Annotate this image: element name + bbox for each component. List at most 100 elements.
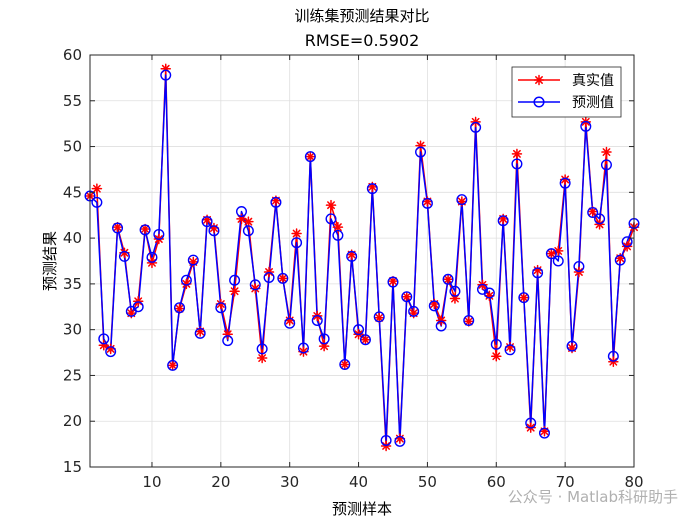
data-point-actual	[601, 146, 612, 158]
data-point-predicted	[201, 216, 213, 228]
data-point-predicted	[490, 338, 502, 350]
data-point-predicted	[456, 194, 468, 206]
x-tick-label: 50	[418, 473, 437, 491]
legend-label-predicted: 预测值	[572, 95, 614, 111]
data-point-predicted	[174, 302, 186, 314]
data-point-predicted	[332, 229, 344, 241]
data-point-predicted	[477, 283, 489, 295]
data-point-predicted	[91, 196, 103, 208]
data-point-predicted	[277, 272, 289, 284]
data-point-predicted	[270, 196, 282, 208]
data-point-predicted	[297, 342, 309, 354]
data-point-predicted	[594, 213, 606, 225]
data-point-predicted	[504, 344, 516, 356]
data-point-predicted	[518, 292, 530, 304]
y-tick-label: 45	[63, 183, 82, 201]
x-tick-label: 70	[556, 473, 575, 491]
data-point-actual	[256, 352, 268, 364]
data-point-predicted	[160, 69, 172, 81]
data-point-predicted	[359, 334, 371, 346]
data-point-predicted	[538, 427, 550, 439]
data-point-predicted	[180, 274, 192, 286]
data-point-actual	[139, 223, 151, 235]
data-point-predicted	[532, 267, 544, 279]
data-point-actual	[360, 334, 371, 345]
data-point-predicted	[545, 248, 557, 260]
y-tick-label: 60	[63, 46, 82, 64]
data-point-predicted	[470, 121, 482, 133]
watermark: 公众号 · Matlab科研助手	[507, 488, 678, 506]
data-point-predicted	[566, 340, 578, 352]
data-point-predicted	[525, 417, 537, 429]
data-point-predicted	[483, 287, 495, 299]
data-point-predicted	[442, 273, 454, 285]
chart-title: 训练集预测结果对比	[294, 7, 429, 25]
x-axis-label: 预测样本	[332, 500, 392, 518]
data-point-actual	[243, 216, 254, 227]
data-point-actual	[373, 312, 385, 324]
chart-subtitle: RMSE=0.5902	[305, 31, 420, 50]
data-point-predicted	[373, 311, 385, 323]
x-tick-label: 10	[142, 473, 161, 491]
data-point-predicted	[366, 183, 378, 195]
data-point-predicted	[600, 159, 612, 171]
data-point-predicted	[318, 333, 330, 345]
data-point-predicted	[222, 335, 234, 347]
data-point-predicted	[235, 206, 247, 218]
data-point-predicted	[380, 434, 392, 446]
data-point-predicted	[408, 305, 420, 317]
legend-box	[511, 66, 622, 118]
data-point-actual	[587, 206, 598, 217]
data-point-actual	[518, 292, 530, 303]
data-point-predicted	[132, 301, 144, 313]
data-point-predicted	[187, 254, 199, 266]
y-tick-label: 25	[63, 366, 82, 384]
data-point-actual	[325, 199, 337, 211]
y-tick-label: 40	[63, 229, 82, 247]
x-tick-label: 40	[349, 473, 368, 491]
data-point-actual	[91, 183, 103, 194]
data-point-predicted	[194, 327, 206, 339]
data-point-predicted	[497, 215, 509, 227]
data-point-predicted	[146, 251, 158, 263]
y-tick-label: 20	[63, 412, 82, 430]
data-point-predicted	[463, 315, 475, 327]
series-layer	[84, 63, 640, 452]
data-point-predicted	[167, 359, 179, 371]
data-point-predicted	[435, 320, 447, 332]
data-point-predicted	[242, 225, 254, 237]
legend-marker-predicted	[533, 96, 545, 108]
data-point-predicted	[118, 250, 130, 262]
data-point-predicted	[552, 255, 564, 267]
y-tick-label: 55	[63, 92, 82, 110]
data-point-predicted	[291, 237, 303, 249]
data-point-predicted	[511, 158, 523, 170]
data-point-predicted	[428, 300, 440, 312]
data-point-predicted	[215, 302, 227, 314]
data-point-predicted	[208, 225, 220, 237]
data-point-predicted	[256, 343, 268, 355]
data-point-predicted	[621, 236, 633, 248]
data-point-predicted	[401, 291, 413, 303]
data-point-predicted	[311, 315, 323, 327]
x-tick-label: 60	[487, 473, 506, 491]
data-point-actual	[174, 303, 185, 314]
data-point-actual	[401, 291, 413, 302]
x-tick-label: 30	[280, 473, 299, 491]
data-point-predicted	[304, 151, 316, 163]
legend-asterisk-icon	[533, 74, 545, 86]
y-tick-label: 30	[63, 321, 82, 339]
data-point-actual	[387, 275, 399, 287]
data-point-predicted	[573, 260, 585, 272]
data-point-actual	[291, 228, 302, 239]
data-point-predicted	[153, 228, 165, 240]
data-point-predicted	[587, 206, 599, 218]
data-point-actual	[112, 221, 123, 233]
data-point-actual	[463, 316, 474, 327]
data-point-actual	[511, 148, 523, 160]
y-tick-label: 15	[63, 458, 82, 476]
data-point-predicted	[580, 120, 592, 132]
data-point-predicted	[139, 224, 151, 236]
data-point-actual	[167, 360, 178, 371]
